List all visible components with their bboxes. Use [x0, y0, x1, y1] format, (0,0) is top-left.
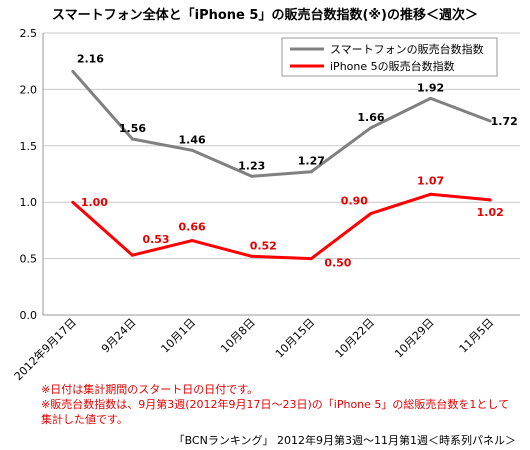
legend-label-smartphone: スマートフォンの販売台数指数 [330, 42, 484, 56]
data-label: 1.00 [81, 196, 108, 209]
data-point [71, 69, 75, 73]
chart-title: スマートフォン全体と「iPhone 5」の販売台数指数(※)の推移＜週次＞ [52, 7, 478, 23]
data-point [429, 192, 433, 196]
data-point [309, 170, 313, 174]
data-label: 1.92 [417, 81, 444, 94]
data-point [309, 257, 313, 261]
y-tick-label: 0.5 [20, 253, 38, 266]
data-point [488, 119, 492, 123]
data-label: 0.66 [178, 221, 205, 234]
series-lines [71, 69, 492, 261]
y-tick-label: 1.5 [20, 140, 38, 153]
y-tick-label: 1.0 [20, 196, 38, 209]
data-point [488, 198, 492, 202]
x-tick-label: 10月29日 [392, 316, 437, 361]
x-tick-label: 11月5日 [457, 316, 497, 356]
legend: スマートフォンの販売台数指数 iPhone 5の販売台数指数 [281, 37, 498, 77]
y-tick-label: 0.0 [20, 309, 38, 322]
x-tick-label: 9月24日 [99, 316, 139, 356]
legend-box [281, 37, 498, 77]
series-line-iphone5 [71, 192, 491, 261]
data-point [369, 211, 373, 215]
y-axis-ticks: 0.0 0.5 1.0 1.5 2.0 2.5 [20, 27, 38, 322]
x-axis-ticks: 2012年9月17日 9月24日 10月1日 10月8日 10月15日 10月22日 10月… [11, 315, 496, 383]
data-label: 1.07 [417, 174, 444, 187]
note-line-3: 集計した値です。 [41, 413, 128, 426]
data-point [250, 254, 254, 258]
data-point [190, 239, 194, 243]
y-tick-label: 2.0 [20, 83, 38, 96]
x-tick-label: 10月22日 [333, 316, 378, 361]
data-label: 2.16 [77, 52, 104, 65]
data-point [71, 200, 75, 204]
data-labels: 2.16 1.56 1.46 1.23 1.27 1.66 1.92 1.72 1.00 0.53… [77, 52, 518, 269]
note-line-1: ※日付は集計期間のスタート日の日付です。 [41, 383, 259, 396]
data-label: 0.50 [324, 257, 351, 270]
data-point [250, 174, 254, 178]
data-point [130, 253, 134, 257]
note-line-2: ※販売台数指数は、9月第3週(2012年9月17日～23日)の「iPhone 5… [41, 398, 510, 411]
data-label: 1.72 [491, 115, 518, 128]
data-label: 1.23 [238, 159, 265, 172]
data-point [369, 126, 373, 130]
source-credit: 「BCNランキング」 2012年9月第3週～11月第1週＜時系列パネル＞ [173, 434, 516, 447]
x-tick-label: 10月8日 [218, 316, 258, 356]
data-label: 0.52 [250, 239, 277, 252]
data-label: 1.02 [477, 206, 504, 219]
data-point [130, 137, 134, 141]
series-line-smartphone [71, 70, 491, 178]
data-label: 1.56 [119, 122, 146, 135]
data-label: 0.90 [341, 194, 368, 207]
x-tick-label: 2012年9月17日 [11, 315, 79, 383]
x-tick-label: 10月15日 [273, 316, 318, 361]
data-label: 1.66 [357, 111, 384, 124]
data-point [429, 96, 433, 100]
data-label: 1.27 [298, 155, 325, 168]
x-tick-label: 10月1日 [159, 316, 199, 356]
data-point [190, 148, 194, 152]
legend-label-iphone5: iPhone 5の販売台数指数 [330, 59, 455, 73]
y-tick-label: 2.5 [20, 27, 38, 40]
data-label: 0.53 [142, 233, 169, 246]
data-label: 1.46 [178, 133, 205, 146]
